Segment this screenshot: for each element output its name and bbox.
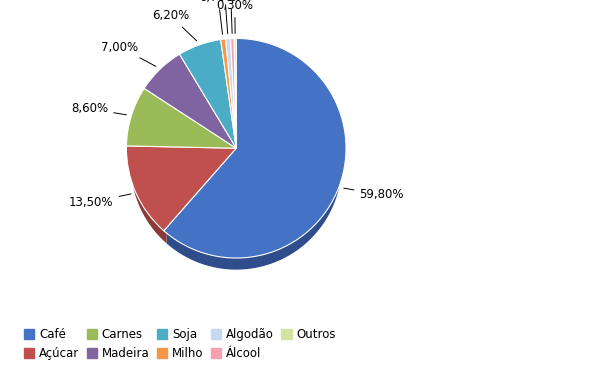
- Text: 0,70%: 0,70%: [200, 0, 237, 34]
- Wedge shape: [231, 38, 236, 148]
- Wedge shape: [225, 38, 236, 148]
- Wedge shape: [126, 89, 236, 148]
- Wedge shape: [179, 40, 236, 148]
- Text: 13,50%: 13,50%: [69, 194, 131, 209]
- Text: 6,20%: 6,20%: [152, 10, 197, 41]
- Text: 59,80%: 59,80%: [344, 188, 404, 201]
- Legend: Café, Açúcar, Carnes, Madeira, Soja, Milho, Algodão, Álcool, Outros: Café, Açúcar, Carnes, Madeira, Soja, Mil…: [24, 328, 336, 360]
- Ellipse shape: [130, 127, 342, 201]
- Text: 0,50%: 0,50%: [212, 0, 249, 34]
- Text: 0,30%: 0,30%: [216, 0, 254, 33]
- Wedge shape: [221, 39, 236, 148]
- Text: 0,70%: 0,70%: [206, 0, 243, 34]
- Wedge shape: [126, 146, 236, 231]
- PathPatch shape: [167, 151, 341, 270]
- Wedge shape: [144, 54, 236, 148]
- Wedge shape: [234, 38, 236, 148]
- Wedge shape: [164, 38, 346, 258]
- PathPatch shape: [130, 149, 167, 243]
- Text: 7,00%: 7,00%: [102, 41, 156, 66]
- Text: 8,60%: 8,60%: [71, 102, 126, 115]
- Ellipse shape: [130, 138, 342, 190]
